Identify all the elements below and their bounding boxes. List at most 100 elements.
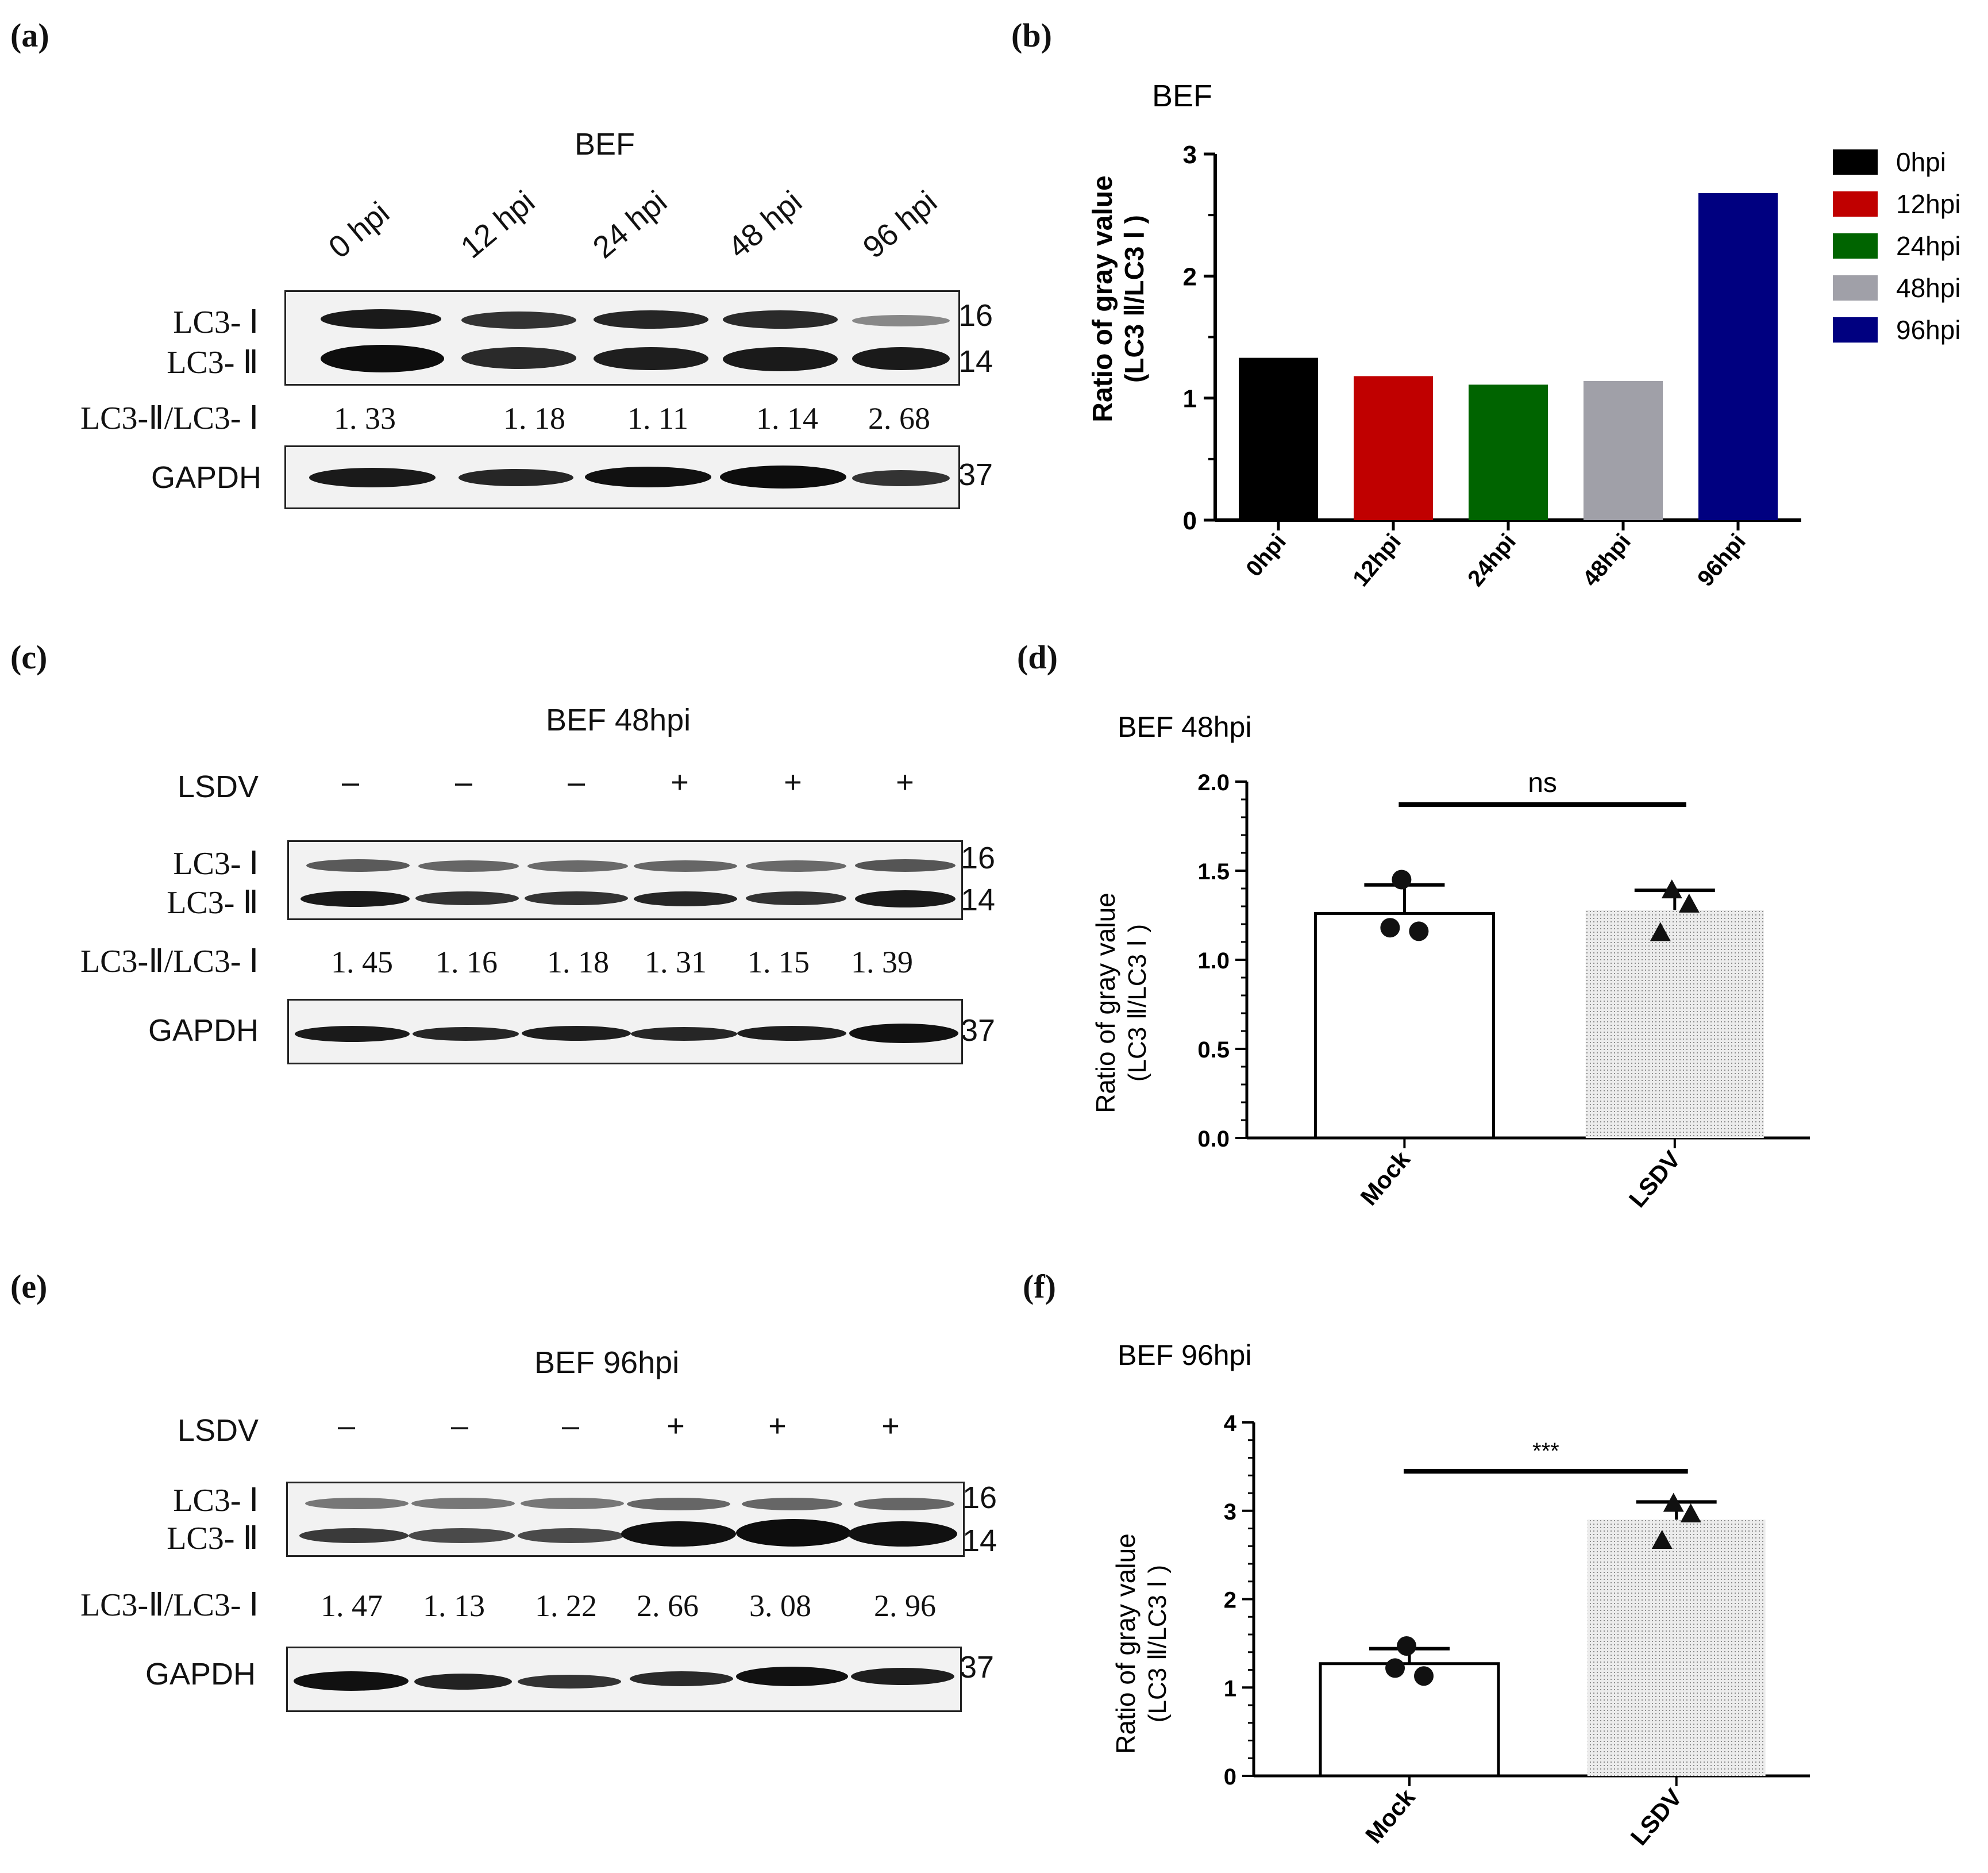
legend-swatch [1833,233,1878,259]
treatment-sign: – [567,765,585,799]
svg-text:(LC3 Ⅱ/LC3 Ⅰ ): (LC3 Ⅱ/LC3 Ⅰ ) [1123,924,1151,1082]
ratio-value: 3. 08 [749,1589,811,1623]
y-tick-label: 0.5 [1197,1037,1230,1063]
bar-Mock [1319,1662,1500,1778]
lane-label: 48 hpi [721,184,809,266]
treatment-label: LSDV [177,770,259,804]
y-tick-label: 3 [1183,141,1197,169]
mw-14: 14 [962,1524,997,1558]
blot-title-c: BEF 48hpi [546,703,691,737]
legend-label: 96hpi [1896,315,1961,345]
y-tick-label: 0 [1183,507,1197,535]
y-tick-label: 3 [1224,1499,1236,1525]
chart-title: BEF 48hpi [1118,711,1251,743]
data-point [1380,918,1400,938]
x-tick-label: LSDV [1624,1146,1686,1213]
legend-label: 48hpi [1896,273,1961,303]
mw-16: 16 [958,298,993,333]
gapdh-blot-a [284,445,960,509]
x-tick-label: 12hpi [1348,529,1406,591]
lc3-blot-a [284,290,960,386]
treatment-sign: + [671,765,689,799]
ratio-value: 1. 31 [645,945,707,979]
lane-label: 96 hpi [856,184,944,266]
bar-0hpi [1239,357,1318,520]
lc3-ii-label: LC3- Ⅱ [167,885,259,921]
lane-label: 12 hpi [454,184,542,266]
treatment-sign: + [896,765,914,799]
treatment-sign: + [768,1409,787,1443]
ratio-label: LC3-Ⅱ/LC3- Ⅰ [80,401,259,436]
y-tick-label: 1 [1224,1676,1236,1701]
x-tick-label: Mock [1355,1145,1415,1210]
blot-title-e: BEF 96hpi [534,1345,680,1380]
gapdh-label: GAPDH [145,1657,256,1691]
bar-48hpi [1584,380,1663,520]
panel-letter-a: (a) [10,17,49,54]
ratio-value: 2. 96 [874,1589,936,1623]
data-point [1409,921,1429,941]
treatment-sign: + [881,1409,900,1443]
legend-swatch [1833,191,1878,217]
significance-label: *** [1532,1439,1559,1464]
bar-12hpi [1354,376,1433,520]
ratio-value: 1. 13 [423,1589,485,1623]
ratio-label: LC3-Ⅱ/LC3- Ⅰ [80,944,259,979]
mw-16: 16 [962,1480,997,1515]
lane-label: 0 hpi [322,195,396,266]
svg-text:Ratio of gray value: Ratio of gray value [1088,175,1118,422]
blot-title-a: BEF [575,127,635,161]
y-tick-label: 0 [1224,1764,1236,1790]
y-tick-label: 1.0 [1197,948,1230,974]
mw-16: 16 [961,841,996,875]
legend-swatch [1833,149,1878,175]
significance-label: ns [1528,768,1557,798]
mw-14: 14 [958,344,993,379]
data-point [1678,893,1700,913]
bar-24hpi [1469,384,1548,520]
panel-letter-b: (b) [1011,17,1052,54]
legend-swatch [1833,275,1878,301]
legend-label: 12hpi [1896,189,1961,219]
y-tick-label: 2.0 [1197,770,1230,795]
ratio-value: 1. 16 [436,945,498,979]
svg-text:(LC3 Ⅱ/LC3 Ⅰ ): (LC3 Ⅱ/LC3 Ⅰ ) [1119,215,1149,383]
panel-letter-c: (c) [10,639,48,676]
treatment-sign: + [666,1409,685,1443]
y-axis-title: Ratio of gray value (LC3 Ⅱ/LC3 Ⅰ ) [1088,175,1149,422]
ratio-value: 1. 45 [331,945,393,979]
treatment-label: LSDV [177,1413,259,1448]
panel-letter-e: (e) [10,1268,48,1305]
ratio-value: 1. 18 [547,945,609,979]
lc3-ii-label: LC3- Ⅱ [167,345,259,380]
chart-d: BEF 48hpi Ratio of gray value (LC3 Ⅱ/LC3… [1091,711,1810,1213]
legend-swatch [1833,317,1878,343]
ratio-value: 2. 68 [868,401,930,436]
x-tick-label: Mock [1360,1783,1420,1848]
ratio-value: 1. 15 [748,945,810,979]
x-tick-label: 24hpi [1463,529,1521,591]
chart-b: BEF Ratio of gray value (LC3 Ⅱ/LC3 Ⅰ ) 0… [1088,79,1961,591]
ratio-value: 1. 22 [535,1589,597,1623]
bar-96hpi [1698,193,1778,520]
bar-LSDV [1587,1520,1766,1776]
gapdh-label: GAPDH [148,1013,259,1048]
chart-f: BEF 96hpi Ratio of gray value (LC3 Ⅱ/LC3… [1111,1339,1810,1851]
panel-letter-d: (d) [1017,639,1058,676]
treatment-sign: – [341,765,360,799]
treatment-sign: – [337,1409,356,1443]
lc3-blot-e [286,1482,965,1557]
y-tick-label: 1.5 [1197,859,1230,884]
treatment-sign: – [454,765,473,799]
legend-label: 24hpi [1896,231,1961,261]
legend-label: 0hpi [1896,147,1946,177]
gapdh-blot-c [287,999,963,1064]
treatment-sign: + [784,765,802,799]
y-tick-label: 2 [1224,1588,1236,1613]
ratio-value: 1. 11 [627,401,688,436]
data-point [1663,1493,1684,1512]
ratio-value: 1. 14 [756,401,818,436]
data-point [1414,1666,1434,1686]
lc3-blot-c [287,840,963,920]
mw-37: 37 [958,457,993,492]
